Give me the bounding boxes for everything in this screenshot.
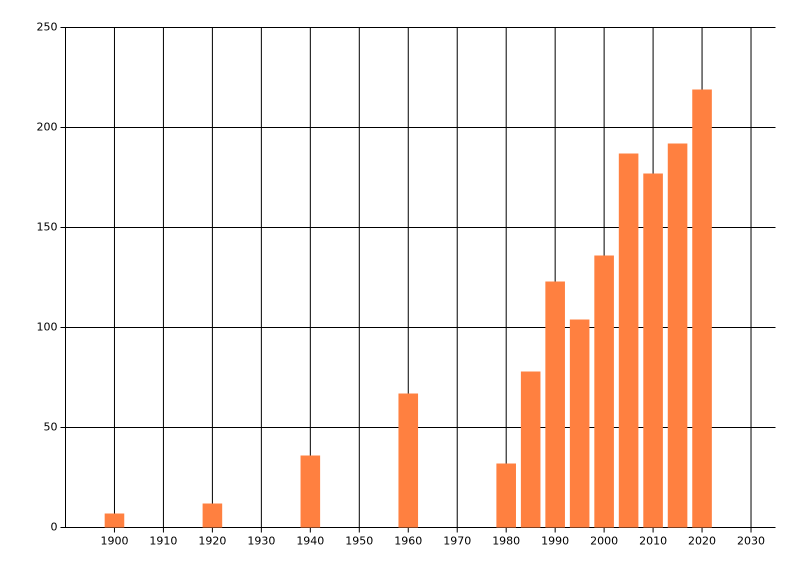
- y-tick-label: 200: [37, 121, 58, 134]
- x-tick-label: 1990: [541, 535, 569, 548]
- x-tick-label: 1960: [394, 535, 422, 548]
- bar: [618, 153, 639, 528]
- bar: [300, 455, 321, 528]
- x-tick-label: 1900: [100, 535, 128, 548]
- x-tick-label: 2030: [737, 535, 765, 548]
- bar: [520, 371, 541, 528]
- y-tick-label: 150: [37, 221, 58, 234]
- bar: [545, 281, 565, 528]
- x-tick-label: 1970: [443, 535, 471, 548]
- bar: [594, 255, 614, 528]
- y-tick-label: 100: [37, 321, 58, 334]
- bar: [104, 513, 125, 528]
- bar: [692, 89, 712, 528]
- x-tick-label: 1910: [149, 535, 177, 548]
- y-tick-label: 50: [44, 421, 58, 434]
- y-tick-label: 0: [51, 521, 58, 534]
- bar: [667, 143, 688, 528]
- x-tick-label: 1950: [345, 535, 373, 548]
- x-tick-label: 1930: [247, 535, 275, 548]
- x-tick-label: 1920: [198, 535, 226, 548]
- bar: [202, 503, 223, 528]
- bar: [569, 319, 590, 528]
- x-tick-label: 2010: [639, 535, 667, 548]
- x-tick-label: 2000: [590, 535, 618, 548]
- x-tick-label: 1940: [296, 535, 324, 548]
- bar: [496, 463, 516, 528]
- bar: [398, 393, 419, 528]
- x-tick-label: 1980: [492, 535, 520, 548]
- bar: [643, 173, 663, 528]
- y-tick-label: 250: [37, 21, 58, 34]
- x-tick-label: 2020: [688, 535, 716, 548]
